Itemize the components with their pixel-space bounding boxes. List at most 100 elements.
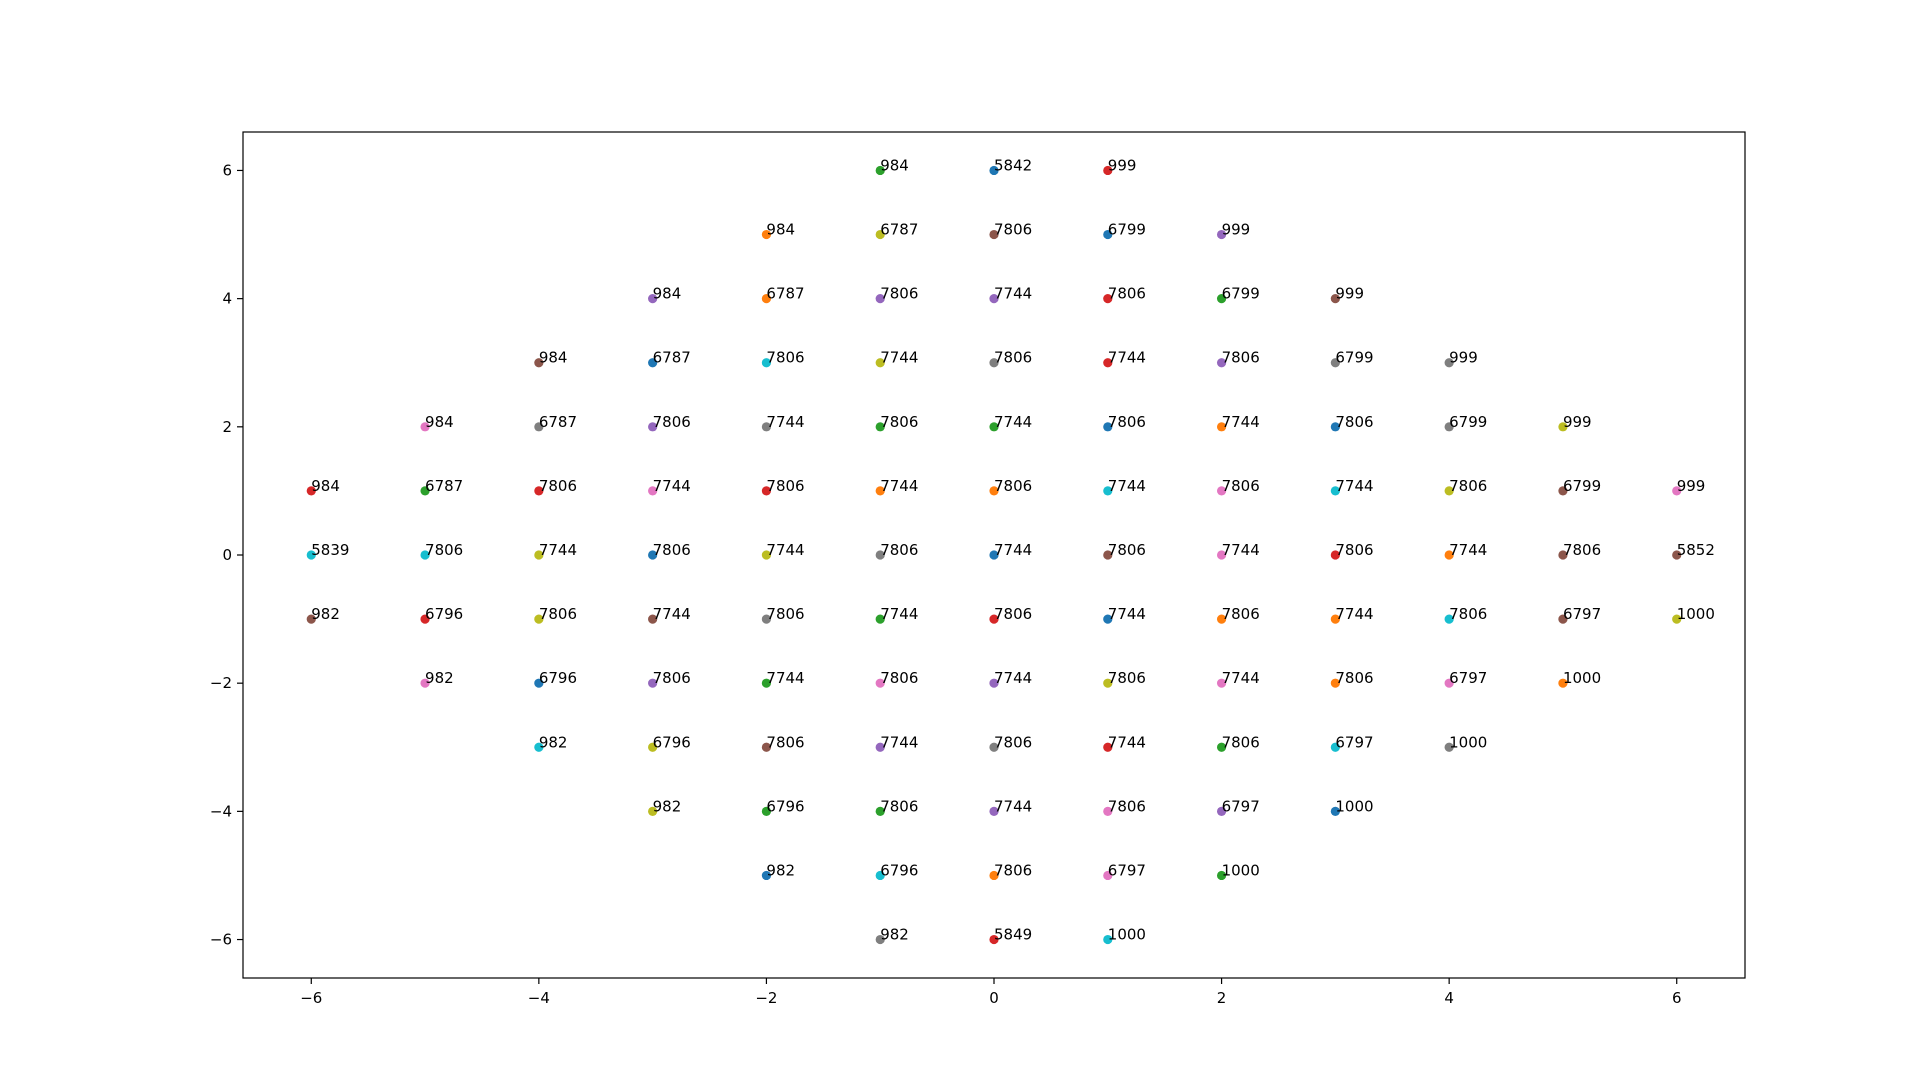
data-point-label: 7806 [994,349,1032,367]
data-point-label: 6799 [1108,221,1146,239]
data-point [1672,550,1682,560]
data-point [306,614,316,624]
data-labels: 984 5839 982 984 6787 7806 6796 982 984 6787 7806 7… [311,156,1715,943]
y-tick-label: −2 [210,674,232,692]
data-point-label: 6787 [880,221,918,239]
data-point-label: 999 [1677,477,1706,495]
data-point-label: 7806 [1108,797,1146,815]
data-point [306,486,316,496]
data-point-label: 982 [766,861,795,879]
data-point-label: 7744 [1222,413,1260,431]
x-tick-label: −2 [755,989,777,1007]
data-point-label: 6797 [1449,669,1487,687]
data-point [534,678,544,688]
data-point-label: 7744 [539,541,577,559]
data-point [648,422,658,432]
x-tick-label: −4 [528,989,550,1007]
data-point [1216,486,1227,496]
data-point [1558,422,1568,432]
data-point-label: 7806 [653,541,691,559]
data-point-label: 7806 [994,733,1032,751]
data-point-label: 7744 [880,349,918,367]
data-point-label: 5839 [311,541,349,559]
data-point [1444,358,1454,368]
y-axis: −6 −4 −2 0 2 4 6 [210,161,243,949]
data-point [1330,358,1340,368]
data-point [534,742,544,752]
data-point [989,806,999,816]
data-point [534,550,544,560]
data-point-label: 7744 [766,541,804,559]
data-point [875,550,885,560]
data-point [648,486,658,496]
x-tick-label: 4 [1444,989,1454,1007]
data-point-label: 7744 [880,477,918,495]
data-point [420,678,430,688]
data-point [1444,550,1454,560]
y-tick-label: 2 [222,418,232,436]
data-point-label: 7806 [880,797,918,815]
data-point [1103,358,1113,368]
data-point-label: 6797 [1108,861,1146,879]
data-point [875,294,885,304]
data-point [534,486,544,496]
data-point [534,358,544,368]
data-point-label: 5849 [994,926,1032,944]
data-point [989,550,999,560]
data-point [761,229,772,240]
data-point-label: 7806 [539,605,577,623]
data-point [1103,229,1113,240]
y-tick-label: −4 [210,802,232,820]
data-point-label: 7806 [653,413,691,431]
data-point [1444,742,1454,752]
data-point-label: 7744 [1108,733,1146,751]
data-point [761,422,772,432]
data-point-label: 7806 [653,669,691,687]
data-point [875,229,885,240]
data-point-label: 6797 [1563,605,1601,623]
data-point-label: 6787 [766,285,804,303]
data-point-label: 7744 [1449,541,1487,559]
data-point [534,422,544,432]
y-tick-label: 6 [222,161,232,179]
data-point-label: 984 [653,285,682,303]
data-point-label: 7806 [1222,733,1260,751]
data-point [761,294,772,304]
data-point-label: 7806 [1222,349,1260,367]
data-point-label: 982 [539,733,568,751]
data-point [1216,614,1227,624]
data-point [875,358,885,368]
data-point [1444,678,1454,688]
data-point-label: 7806 [766,733,804,751]
data-point-label: 6796 [653,733,691,751]
data-point [989,934,999,945]
data-point-label: 7744 [994,669,1032,687]
data-point-label: 6799 [1563,477,1601,495]
data-point [648,806,658,816]
data-point [420,550,430,560]
data-point-label: 7744 [766,413,804,431]
data-point [534,614,544,624]
data-point-label: 984 [880,156,909,174]
data-point-label: 7806 [1108,669,1146,687]
data-point [875,422,885,432]
data-point-label: 7744 [880,605,918,623]
data-point-label: 7806 [880,413,918,431]
data-point [1103,486,1113,496]
x-axis: −6 −4 −2 0 2 4 6 [300,978,1682,1007]
data-point [1558,550,1568,560]
data-point-label: 982 [311,605,340,623]
data-point-label: 7744 [880,733,918,751]
data-point [1672,614,1682,624]
data-point-label: 7806 [880,541,918,559]
data-point-label: 5852 [1677,541,1715,559]
data-point-label: 7806 [539,477,577,495]
data-point [989,742,999,752]
data-point [875,678,885,688]
data-point-label: 7806 [1108,285,1146,303]
data-point [875,165,885,176]
data-point-label: 999 [1449,349,1478,367]
data-point [989,358,999,368]
data-point [1330,614,1340,624]
